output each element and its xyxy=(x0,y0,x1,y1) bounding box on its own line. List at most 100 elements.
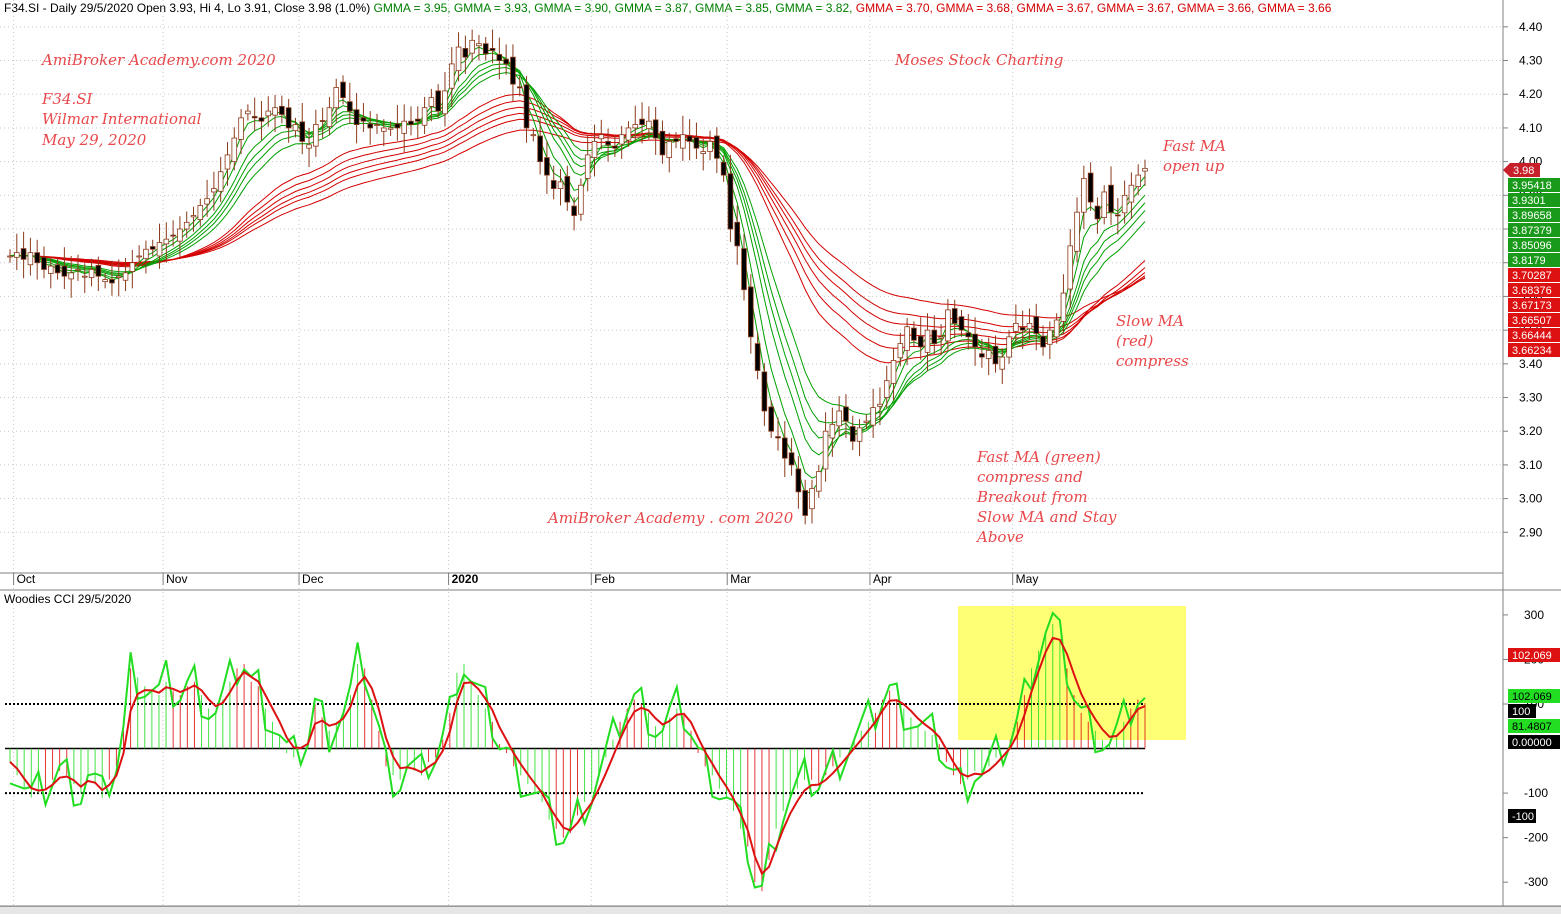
candle-body xyxy=(904,326,910,351)
candle-body xyxy=(571,205,577,216)
candle-body xyxy=(279,105,285,115)
candle-body xyxy=(156,242,163,257)
month-label: Feb xyxy=(594,572,615,586)
annotation-slow-ma-3: compress xyxy=(1116,352,1189,370)
candle-body xyxy=(768,406,774,432)
candle-body xyxy=(544,157,550,176)
candle-body xyxy=(455,46,462,72)
candle-body xyxy=(1108,184,1114,213)
candle-body xyxy=(1060,292,1067,322)
candle-body xyxy=(265,110,272,117)
candle-body xyxy=(170,234,176,237)
gmma-badge-label: 3.8179 xyxy=(1512,255,1546,267)
candle-body xyxy=(68,272,74,280)
candle-body xyxy=(421,107,428,126)
candle-body xyxy=(836,410,842,427)
price-tick-label: 3.10 xyxy=(1519,458,1543,472)
candle-body xyxy=(1019,327,1026,331)
candle-body xyxy=(1033,316,1040,334)
candle-body xyxy=(1128,184,1135,203)
candle-body xyxy=(183,221,190,230)
candle-body xyxy=(686,135,693,142)
candle-body xyxy=(748,286,754,338)
gmma-badge xyxy=(1508,313,1560,327)
candle-body xyxy=(489,48,496,51)
annotation-fast-green-2: compress and xyxy=(977,468,1083,486)
annotation-slow-ma-2: (red) xyxy=(1116,332,1154,350)
header-gmma-11: GMMA = 3.66 xyxy=(1258,1,1332,15)
price-tick-label: 4.40 xyxy=(1519,20,1543,34)
candle-body xyxy=(510,56,516,85)
header-gmma-9: GMMA = 3.67, xyxy=(1097,1,1177,15)
sheet-tabs-bar[interactable] xyxy=(0,906,1561,914)
header-gmma-7: GMMA = 3.68, xyxy=(936,1,1016,15)
candle-body xyxy=(523,84,530,129)
header-prefix: F34.SI - Daily 29/5/2020 Open 3.93, Hi 4… xyxy=(4,1,374,15)
candle-body xyxy=(319,120,326,122)
fast-ma-line-5 xyxy=(9,52,1146,479)
header-gmma-1: GMMA = 3.93, xyxy=(454,1,534,15)
candle-body xyxy=(313,124,319,147)
gmma-badge xyxy=(1508,208,1560,222)
gmma-badge-label: 3.67173 xyxy=(1512,300,1552,312)
candle-body xyxy=(401,120,407,134)
header-gmma-6: GMMA = 3.70, xyxy=(856,1,936,15)
annotation-fast-ma-open-1: Fast MA xyxy=(1162,137,1226,155)
candle-body xyxy=(428,97,435,107)
candle-body xyxy=(503,58,509,65)
cci-badge xyxy=(1508,689,1560,703)
gmma-badge-label: 3.87379 xyxy=(1512,225,1552,237)
candle-body xyxy=(448,63,455,89)
candle-body xyxy=(1047,329,1053,345)
candle-body xyxy=(714,135,720,159)
watermark-mid: AmiBroker Academy . com 2020 xyxy=(546,509,794,527)
cci-badge-label: 100 xyxy=(1512,706,1530,718)
header-gmma-10: GMMA = 3.66, xyxy=(1177,1,1257,15)
candle-body xyxy=(924,329,931,353)
candle-body xyxy=(333,87,340,109)
cci-badge xyxy=(1508,735,1560,749)
slow-ma-line-60 xyxy=(9,129,1146,319)
gmma-badge-label: 3.70287 xyxy=(1512,270,1552,282)
candle-body xyxy=(469,39,475,54)
gmma-badge xyxy=(1508,223,1560,237)
candle-body xyxy=(292,124,299,132)
cci-badge-label: 102.069 xyxy=(1512,691,1552,703)
candle-body xyxy=(211,188,217,193)
candle-body xyxy=(849,426,856,442)
candle-body xyxy=(618,134,625,145)
candle-body xyxy=(741,248,747,291)
candle-body xyxy=(516,86,523,89)
price-tick-label: 2.90 xyxy=(1519,525,1543,539)
candle-body xyxy=(727,173,734,230)
candle-body xyxy=(680,134,686,149)
candle-body xyxy=(7,255,13,258)
candle-body xyxy=(1101,191,1108,218)
candle-body xyxy=(557,181,564,189)
candle-body xyxy=(190,215,197,218)
candle-body xyxy=(129,262,136,272)
candle-body xyxy=(14,252,20,258)
gmma-badge-label: 3.68376 xyxy=(1512,285,1552,297)
gmma-badge xyxy=(1508,268,1560,282)
cci-grid xyxy=(5,703,1145,795)
candle-body xyxy=(883,380,890,398)
annotation-fast-green-5: Above xyxy=(975,528,1024,546)
cci-turbo-line xyxy=(9,611,1146,889)
cci-badge xyxy=(1508,648,1560,662)
candle-body xyxy=(863,420,870,423)
candle-body xyxy=(659,130,666,156)
header-gmma-4: GMMA = 3.85, xyxy=(695,1,775,15)
candle-body xyxy=(224,154,231,170)
fast-ma-line-15 xyxy=(9,71,1146,415)
candle-body xyxy=(761,371,768,412)
candle-body xyxy=(591,141,598,158)
candle-body xyxy=(360,117,367,122)
candle-body xyxy=(673,138,679,142)
candle-body xyxy=(856,427,863,442)
price-grid xyxy=(0,0,1503,906)
cci-badge-label: 0.00000 xyxy=(1512,737,1552,749)
watermark-top: AmiBroker Academy.com 2020 xyxy=(40,51,276,69)
cci-badges: 102.069 102.069 100 81.4807 0.00000 -100 xyxy=(1508,648,1560,823)
